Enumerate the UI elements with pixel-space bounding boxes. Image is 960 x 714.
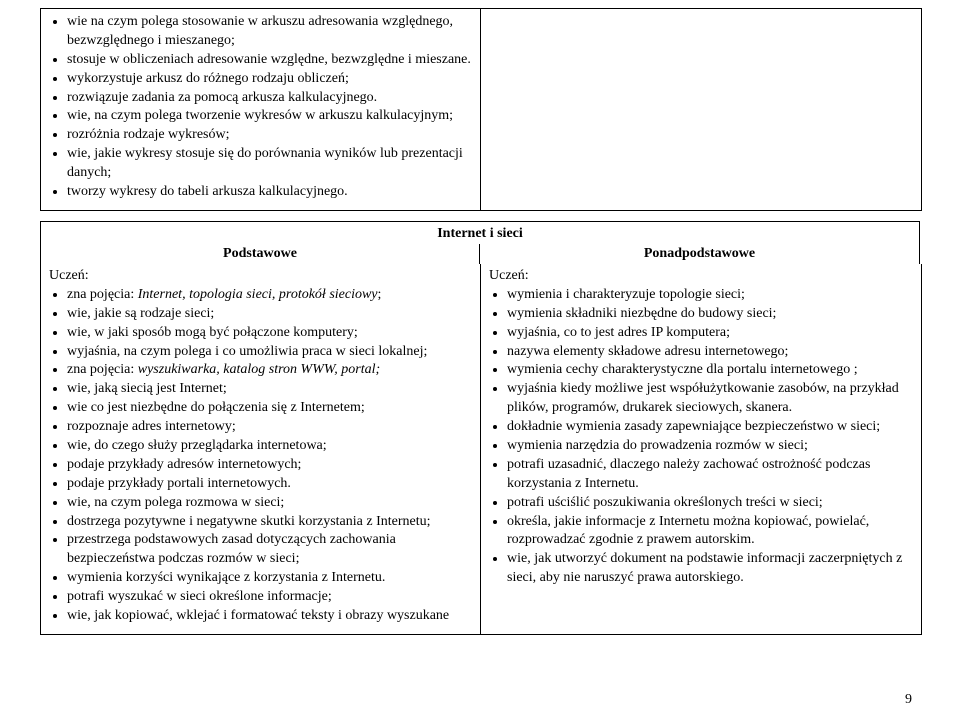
italic-text: Internet, topologia sieci, protokół siec… <box>138 287 378 302</box>
page-number: 9 <box>905 692 912 708</box>
top-left-col: wie na czym polega stosowanie w arkuszu … <box>41 9 481 210</box>
text: zna pojęcia: <box>67 287 138 302</box>
section2-body: Uczeń: zna pojęcia: Internet, topologia … <box>40 264 922 635</box>
list-item: wie, jak kopiować, wklejać i formatować … <box>67 607 472 626</box>
italic-text: wyszukiwarka, katalog stron WWW, portal; <box>138 362 380 377</box>
list-item: wymienia cechy charakterystyczne dla por… <box>507 361 913 380</box>
list-item: określa, jakie informacje z Internetu mo… <box>507 513 913 551</box>
list-item: potrafi uzasadnić, dlaczego należy zacho… <box>507 456 913 494</box>
list-item: podaje przykłady portali internetowych. <box>67 475 472 494</box>
list-item: wie, jaką siecią jest Internet; <box>67 380 472 399</box>
list-item: wie, na czym polega tworzenie wykresów w… <box>67 107 472 126</box>
list-item: stosuje w obliczeniach adresowanie wzglę… <box>67 51 472 70</box>
list-item: potrafi wyszukać w sieci określone infor… <box>67 588 472 607</box>
header-podstawowe: Podstawowe <box>41 244 480 264</box>
list-item: nazywa elementy składowe adresu internet… <box>507 343 913 362</box>
list-item: wie, jakie są rodzaje sieci; <box>67 305 472 324</box>
list-item: dostrzega pozytywne i negatywne skutki k… <box>67 513 472 532</box>
text: ; <box>378 287 382 302</box>
list-item: wymienia składniki niezbędne do budowy s… <box>507 305 913 324</box>
list-item: potrafi uściślić poszukiwania określonyc… <box>507 494 913 513</box>
list-item: wie, w jaki sposób mogą być połączone ko… <box>67 324 472 343</box>
uczen-label-right: Uczeń: <box>489 268 913 284</box>
section-title: Internet i sieci <box>41 222 919 244</box>
top-right-col <box>481 9 921 210</box>
list-item: wie, do czego służy przeglądarka interne… <box>67 437 472 456</box>
list-item: wyjaśnia, na czym polega i co umożliwia … <box>67 343 472 362</box>
list-item: rozróżnia rodzaje wykresów; <box>67 126 472 145</box>
list-item: wyjaśnia, co to jest adres IP komputera; <box>507 324 913 343</box>
list-item: podaje przykłady adresów internetowych; <box>67 456 472 475</box>
section2-left-list: zna pojęcia: Internet, topologia sieci, … <box>49 286 472 626</box>
list-item: zna pojęcia: wyszukiwarka, katalog stron… <box>67 361 472 380</box>
top-continuation-block: wie na czym polega stosowanie w arkuszu … <box>40 8 922 211</box>
column-headers-row: Podstawowe Ponadpodstawowe <box>40 244 920 264</box>
section2-right-col: Uczeń: wymienia i charakteryzuje topolog… <box>481 264 921 634</box>
header-ponadpodstawowe: Ponadpodstawowe <box>480 244 919 264</box>
top-left-list: wie na czym polega stosowanie w arkuszu … <box>49 13 472 202</box>
uczen-label-left: Uczeń: <box>49 268 472 284</box>
text: zna pojęcia: <box>67 362 138 377</box>
list-item: przestrzega podstawowych zasad dotyczący… <box>67 531 472 569</box>
list-item: wie, jakie wykresy stosuje się do porówn… <box>67 145 472 183</box>
list-item: wymienia korzyści wynikające z korzystan… <box>67 569 472 588</box>
section2-right-list: wymienia i charakteryzuje topologie siec… <box>489 286 913 588</box>
section-title-row: Internet i sieci <box>40 221 920 244</box>
list-item: tworzy wykresy do tabeli arkusza kalkula… <box>67 183 472 202</box>
list-item: dokładnie wymienia zasady zapewniające b… <box>507 418 913 437</box>
list-item: rozpoznaje adres internetowy; <box>67 418 472 437</box>
list-item: wymienia narzędzia do prowadzenia rozmów… <box>507 437 913 456</box>
list-item: wie co jest niezbędne do połączenia się … <box>67 399 472 418</box>
list-item: wie na czym polega stosowanie w arkuszu … <box>67 13 472 51</box>
list-item: wie, jak utworzyć dokument na podstawie … <box>507 550 913 588</box>
list-item: wymienia i charakteryzuje topologie siec… <box>507 286 913 305</box>
section2-left-col: Uczeń: zna pojęcia: Internet, topologia … <box>41 264 481 634</box>
list-item: wyjaśnia kiedy możliwe jest współużytkow… <box>507 380 913 418</box>
list-item: wie, na czym polega rozmowa w sieci; <box>67 494 472 513</box>
list-item: zna pojęcia: Internet, topologia sieci, … <box>67 286 472 305</box>
list-item: wykorzystuje arkusz do różnego rodzaju o… <box>67 70 472 89</box>
list-item: rozwiązuje zadania za pomocą arkusza kal… <box>67 89 472 108</box>
